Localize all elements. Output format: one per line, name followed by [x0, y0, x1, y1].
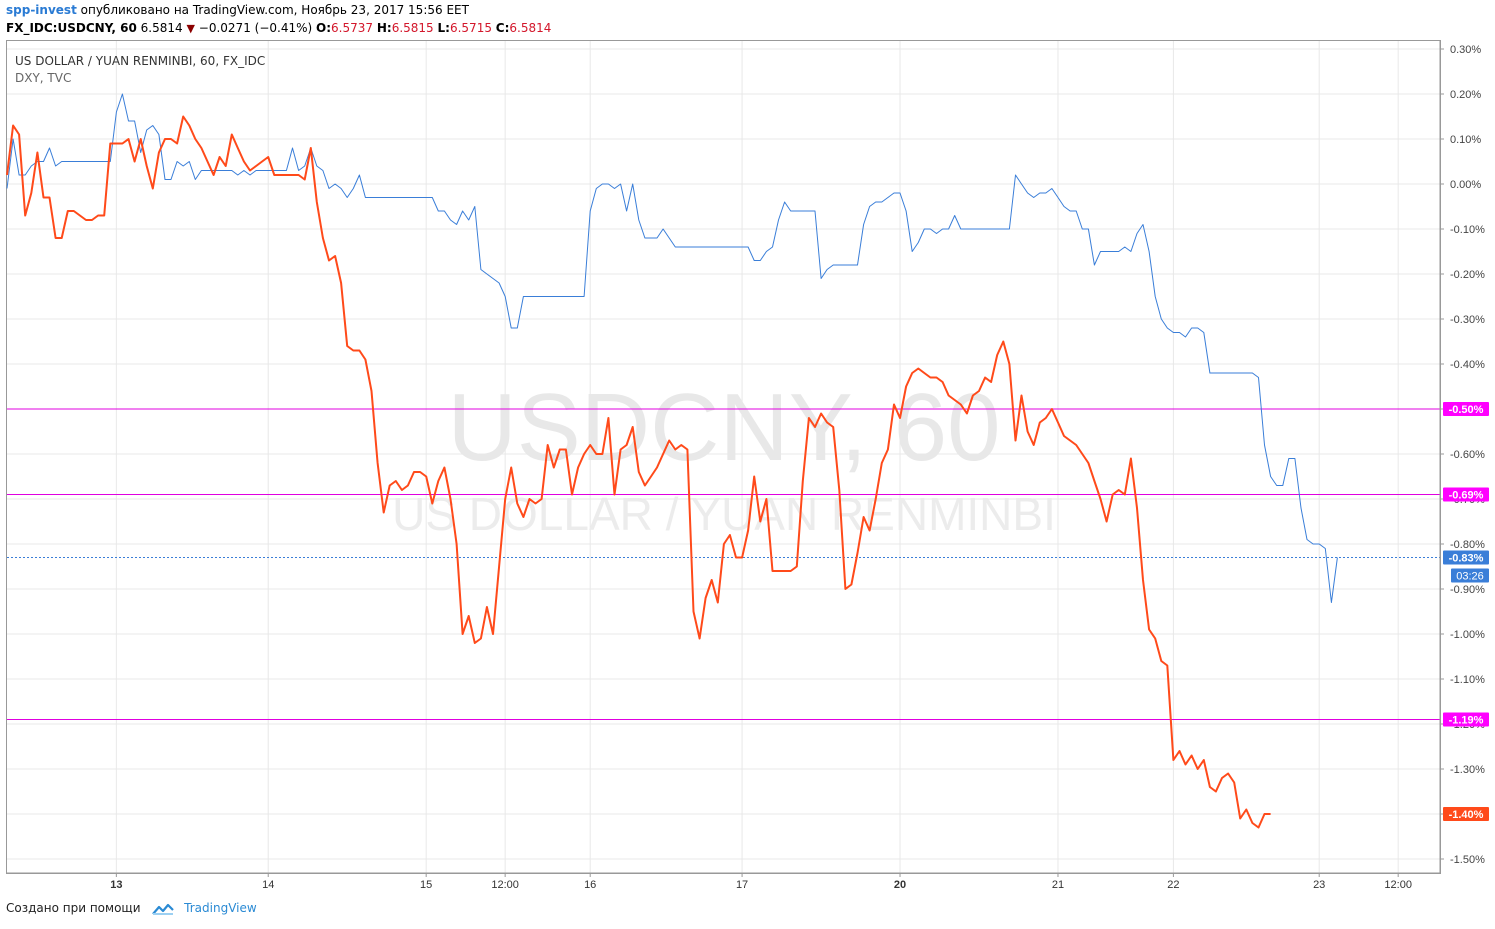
usdcny-price-label: -1.40% — [1449, 809, 1484, 821]
level-price-label: -1.19% — [1449, 715, 1484, 727]
dxy-price-label: -0.83% — [1449, 553, 1484, 565]
level-price-label-bg — [1443, 712, 1489, 727]
down-arrow-icon: ▼ — [186, 22, 195, 35]
y-tick-label: -0.30% — [1450, 314, 1485, 326]
usdcny-price-label-bg — [1443, 807, 1489, 821]
x-tick-label: 14 — [262, 879, 274, 891]
countdown-label-bg — [1451, 568, 1489, 583]
y-tick-label: -0.40% — [1450, 359, 1485, 371]
y-tick-label: -0.60% — [1450, 449, 1485, 461]
x-tick-label: 22 — [1167, 879, 1179, 891]
watermark: USDCNY, 60 US DOLLAR / YUAN RENMINBI — [392, 374, 1056, 540]
high-label: H: — [376, 21, 392, 35]
publish-info: spp-invest опубликовано на TradingView.c… — [6, 3, 469, 17]
x-tick-label: 12:00 — [1384, 879, 1412, 891]
level-price-label-bg — [1443, 402, 1489, 416]
x-tick-label: 17 — [736, 879, 748, 891]
created-text: Создано при помощи — [6, 901, 141, 915]
tradingview-link[interactable]: TradingView — [184, 901, 257, 915]
price-labels: -0.50% -0.69% -1.19% -0.83% 03:26 -1.40% — [1443, 402, 1489, 821]
countdown-label: 03:26 — [1456, 571, 1484, 583]
y-axis: 0.30% 0.20% 0.10% 0.00% -0.10% -0.20% -0.30% -0… — [1439, 41, 1485, 873]
open-value: 6.5737 — [331, 21, 374, 35]
y-tick-label: 0.20% — [1450, 89, 1481, 101]
symbol-label: FX_IDC:USDCNY, 60 — [6, 21, 137, 35]
y-tick-label: -0.90% — [1450, 584, 1485, 596]
x-tick-label: 16 — [584, 879, 596, 891]
footer: Создано при помощи TradingView — [6, 901, 257, 915]
dxy-price-label-bg — [1443, 550, 1489, 565]
x-tick-label: 15 — [420, 879, 432, 891]
tradingview-logo-icon[interactable] — [152, 903, 175, 915]
watermark-symbol: USDCNY, 60 — [447, 374, 1000, 481]
x-tick-label: 20 — [894, 879, 906, 891]
y-tick-label: -1.00% — [1450, 629, 1485, 641]
y-tick-label: -0.80% — [1450, 539, 1485, 551]
y-tick-label: 0.00% — [1450, 179, 1481, 191]
y-tick-label: -0.20% — [1450, 269, 1485, 281]
x-tick-label: 21 — [1052, 879, 1064, 891]
close-value: 6.5814 — [509, 21, 552, 35]
published-text: опубликовано на TradingView.com, Ноябрь … — [80, 3, 469, 17]
horizontal-lines — [7, 408, 1440, 720]
level-price-label-bg — [1443, 487, 1489, 502]
price-value: 6.5814 — [140, 21, 183, 35]
x-axis: 13 14 15 12:00 16 17 20 21 22 23 12:00 — [7, 872, 1440, 891]
level-price-label: -0.50% — [1449, 404, 1484, 416]
ohlc-header: FX_IDC:USDCNY, 60 6.5814 ▼ −0.0271 (−0.4… — [6, 21, 551, 35]
low-value: 6.5715 — [449, 21, 492, 35]
y-tick-label: -0.10% — [1450, 224, 1485, 236]
y-tick-label: -1.50% — [1450, 854, 1485, 866]
x-tick-label: 23 — [1313, 879, 1325, 891]
open-label: O: — [316, 21, 332, 35]
x-tick-label: 12:00 — [491, 879, 519, 891]
author-name[interactable]: spp-invest — [6, 3, 77, 17]
y-tick-label: -1.10% — [1450, 674, 1485, 686]
chart-legend: US DOLLAR / YUAN RENMINBI, 60, FX_IDC DX… — [15, 53, 265, 87]
y-tick-label: -1.30% — [1450, 764, 1485, 776]
legend-compare-series[interactable]: DXY, TVC — [15, 71, 72, 85]
watermark-name: US DOLLAR / YUAN RENMINBI — [392, 488, 1056, 540]
grid-lines — [7, 41, 1440, 873]
dxy-line — [6, 93, 1338, 603]
series-lines — [6, 93, 1338, 829]
usdcny-line — [6, 115, 1271, 829]
close-label: C: — [495, 21, 510, 35]
change-value: −0.0271 (−0.41%) — [198, 21, 313, 35]
x-tick-label: 13 — [110, 879, 122, 891]
y-tick-label: 0.10% — [1450, 134, 1481, 146]
high-value: 6.5815 — [391, 21, 434, 35]
y-tick-label: 0.30% — [1450, 44, 1481, 56]
legend-main-series[interactable]: US DOLLAR / YUAN RENMINBI, 60, FX_IDC — [15, 54, 266, 68]
low-label: L: — [437, 21, 450, 35]
level-price-label: -0.69% — [1449, 490, 1484, 502]
